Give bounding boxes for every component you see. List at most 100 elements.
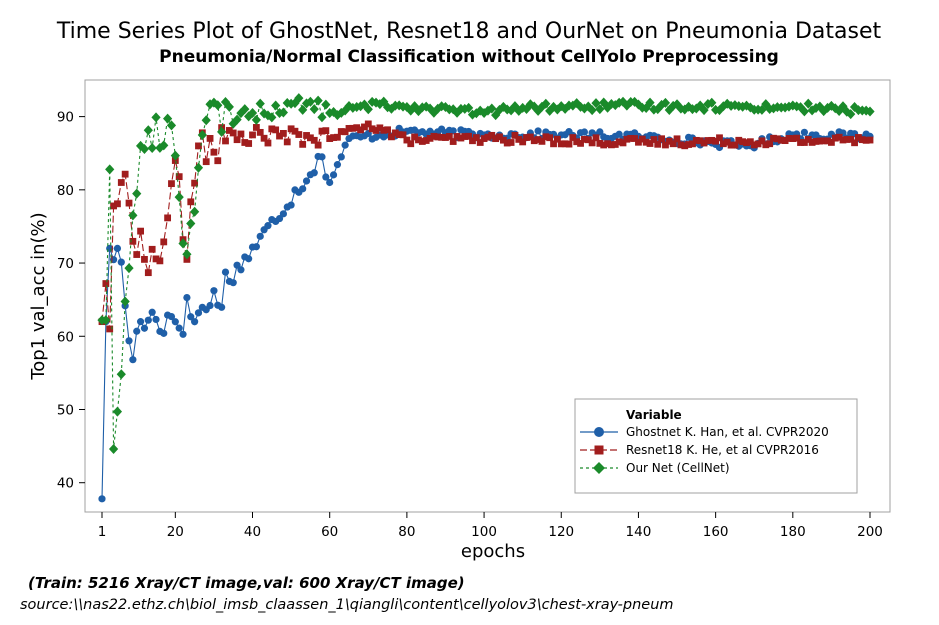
data-point-ghostnet — [133, 327, 141, 335]
data-point-resnet18 — [770, 134, 777, 142]
data-point-ghostnet — [279, 210, 287, 218]
data-point-ghostnet — [229, 279, 237, 287]
y-axis-label: Top1 val_acc in(%) — [28, 212, 49, 380]
legend-box — [574, 398, 858, 494]
data-point-resnet18 — [743, 139, 750, 147]
data-point-ghostnet — [326, 178, 334, 187]
data-point-resnet18 — [295, 131, 303, 138]
data-point-resnet18 — [276, 132, 283, 140]
data-point-resnet18 — [214, 157, 222, 165]
data-point-resnet18 — [484, 133, 492, 141]
data-point-resnet18 — [110, 202, 117, 210]
x-tick-label: 60 — [321, 524, 338, 540]
data-point-resnet18 — [511, 131, 519, 139]
data-point-ournet — [132, 188, 142, 199]
data-point-resnet18 — [492, 135, 500, 143]
data-point-ghostnet — [580, 128, 589, 136]
data-point-resnet18 — [700, 139, 708, 147]
data-point-resnet18 — [862, 136, 870, 144]
data-point-resnet18 — [472, 134, 480, 141]
data-point-ournet — [602, 102, 613, 113]
data-point-resnet18 — [268, 125, 276, 133]
data-point-resnet18 — [538, 137, 546, 145]
data-point-ournet — [413, 106, 424, 117]
data-point-ournet — [298, 104, 308, 115]
data-point-resnet18 — [303, 132, 310, 139]
y-tick-label: 90 — [57, 110, 74, 126]
data-point-ournet — [479, 107, 489, 118]
data-point-ghostnet — [800, 128, 808, 136]
data-point-ournet — [263, 110, 273, 121]
data-point-ournet — [629, 96, 640, 107]
data-point-resnet18 — [349, 124, 357, 132]
data-point-resnet18 — [608, 141, 615, 149]
data-point-resnet18 — [519, 138, 527, 146]
data-point-resnet18 — [318, 127, 326, 135]
data-point-resnet18 — [233, 136, 241, 144]
data-point-resnet18 — [828, 139, 835, 146]
data-point-ournet — [587, 105, 597, 116]
data-point-resnet18 — [800, 139, 808, 146]
data-point-resnet18 — [480, 135, 488, 142]
data-point-ournet — [336, 107, 346, 118]
data-point-ghostnet — [310, 169, 318, 177]
data-point-ournet — [768, 103, 779, 114]
data-point-ournet — [108, 444, 119, 455]
data-point-ournet — [344, 100, 354, 111]
data-point-resnet18 — [168, 180, 175, 188]
data-point-resnet18 — [252, 124, 260, 131]
data-point-resnet18 — [368, 125, 376, 133]
training-note: (Train: 5216 Xray/CT image,val: 600 Xray… — [28, 574, 465, 592]
data-point-resnet18 — [438, 133, 446, 141]
data-point-resnet18 — [326, 135, 334, 142]
data-point-ghostnet — [245, 255, 253, 263]
data-point-resnet18 — [600, 141, 608, 149]
data-point-ghostnet — [113, 244, 122, 253]
data-point-resnet18 — [646, 140, 654, 147]
data-point-ghostnet — [264, 222, 272, 230]
data-point-ghostnet — [144, 316, 152, 324]
data-point-ournet — [247, 107, 258, 118]
data-point-resnet18 — [553, 135, 561, 143]
data-point-resnet18 — [858, 136, 866, 144]
legend-marker-ghostnet — [594, 427, 604, 437]
data-point-ghostnet — [125, 337, 133, 345]
data-point-ournet — [819, 106, 829, 117]
legend-label-resnet18: Resnet18 K. He, et al CVPR2016 — [626, 443, 819, 457]
data-point-resnet18 — [426, 134, 434, 142]
data-point-resnet18 — [530, 137, 538, 145]
data-point-ournet — [190, 206, 200, 217]
data-point-resnet18 — [650, 136, 658, 143]
data-point-resnet18 — [526, 133, 534, 141]
data-point-resnet18 — [631, 135, 638, 142]
data-point-resnet18 — [222, 137, 229, 145]
y-tick-label: 60 — [57, 329, 74, 345]
data-point-resnet18 — [117, 179, 125, 186]
data-point-ghostnet — [187, 313, 195, 321]
data-point-resnet18 — [662, 141, 669, 149]
data-point-resnet18 — [847, 135, 855, 143]
data-point-ournet — [506, 105, 516, 116]
legend: Variable Ghostnet K. Han, et al. CVPR202… — [574, 398, 858, 494]
data-point-ghostnet — [337, 153, 345, 161]
data-point-resnet18 — [403, 136, 411, 144]
data-point-resnet18 — [758, 137, 766, 145]
data-point-resnet18 — [793, 134, 801, 142]
data-point-ournet — [309, 104, 319, 115]
data-point-ournet — [186, 218, 196, 229]
data-point-ghostnet — [256, 232, 264, 240]
data-point-ghostnet — [299, 185, 307, 193]
data-point-ournet — [684, 101, 694, 112]
data-point-resnet18 — [430, 132, 438, 140]
data-point-ournet — [541, 98, 551, 109]
data-point-ghostnet — [167, 312, 176, 321]
data-point-resnet18 — [195, 142, 202, 150]
data-point-ournet — [193, 162, 204, 173]
data-point-resnet18 — [202, 158, 210, 166]
data-point-ghostnet — [318, 153, 326, 161]
data-point-ournet — [402, 101, 412, 112]
data-point-ournet — [332, 110, 343, 121]
data-point-resnet18 — [434, 133, 442, 141]
data-point-resnet18 — [839, 136, 847, 144]
data-point-ghostnet — [136, 318, 145, 326]
